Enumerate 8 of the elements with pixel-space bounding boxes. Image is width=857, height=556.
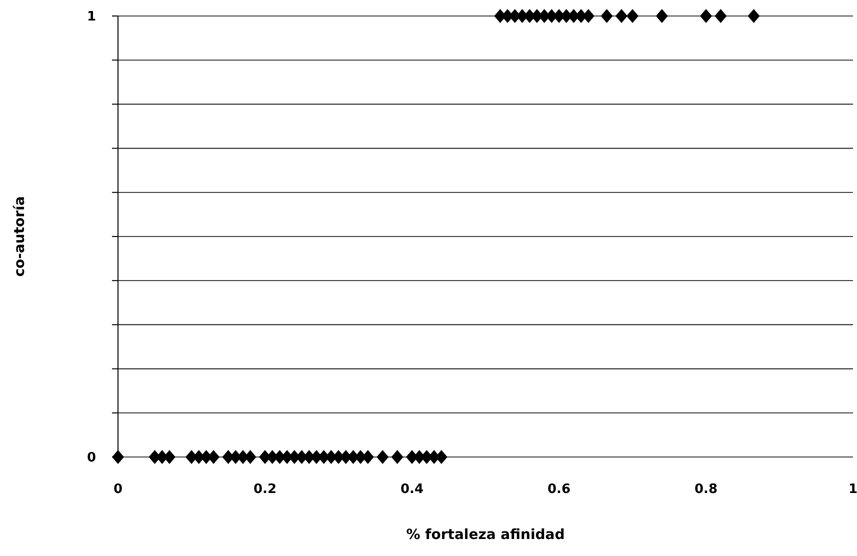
y-axis-title: co-autoría	[12, 196, 28, 277]
x-tick-label: 0.2	[253, 482, 277, 497]
x-tick-label: 0.4	[400, 482, 424, 497]
x-tick-label: 0.8	[694, 482, 718, 497]
x-tick-label: 1	[848, 482, 857, 497]
x-tick-label: 0	[113, 482, 123, 497]
x-tick-label: 0.6	[547, 482, 571, 497]
x-axis-title: % fortaleza afinidad	[406, 527, 565, 543]
